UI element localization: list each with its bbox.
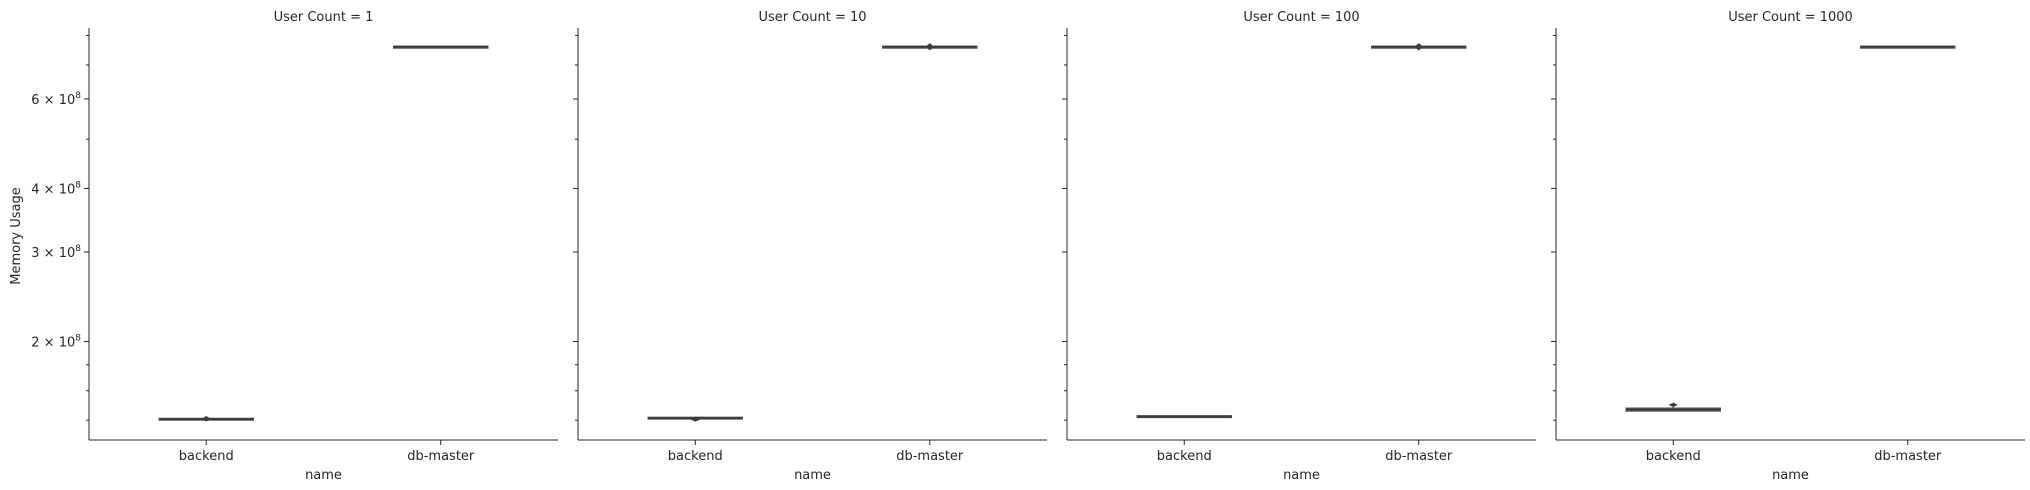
box-db-master xyxy=(393,45,489,49)
x-axis-label: name xyxy=(305,468,342,483)
panel-title: User Count = 1 xyxy=(274,10,374,25)
panel-title: User Count = 10 xyxy=(758,10,866,25)
panel-1: User Count = 1 2 × 108 3 × 108 4 × 108 6 × 1… xyxy=(31,10,558,483)
box-backend xyxy=(647,416,743,422)
box-backend xyxy=(158,415,254,422)
panel-title: User Count = 1000 xyxy=(1728,10,1853,25)
x-tick-label: backend xyxy=(1157,449,1212,464)
panel-4: User Count = 1000 backend db-master name xyxy=(1551,10,2025,483)
box-db-master xyxy=(1371,43,1467,51)
y-tick-label: 3 × 108 xyxy=(31,244,81,261)
x-tick-label: db-master xyxy=(407,449,475,464)
y-tick-label: 2 × 108 xyxy=(31,333,81,350)
x-axis-label: name xyxy=(794,468,831,483)
x-axis-label: name xyxy=(1772,468,1809,483)
box-backend xyxy=(1136,415,1232,419)
panel-title: User Count = 100 xyxy=(1243,10,1359,25)
y-tick-label: 6 × 108 xyxy=(31,91,81,108)
box-backend xyxy=(1625,402,1721,412)
outlier-marker xyxy=(1414,43,1424,51)
y-tick-label: 4 × 108 xyxy=(31,180,81,197)
panel-2: User Count = 10 backend db-master name xyxy=(573,10,1047,483)
box-db-master xyxy=(882,43,978,51)
box-db-master xyxy=(1860,45,1956,49)
outlier-marker xyxy=(1668,402,1678,407)
x-tick-label: db-master xyxy=(896,449,964,464)
x-tick-label: db-master xyxy=(1385,449,1453,464)
y-axis-label: Memory Usage xyxy=(9,187,24,285)
x-axis-label: name xyxy=(1283,468,1320,483)
outlier-marker xyxy=(201,415,211,422)
x-tick-label: db-master xyxy=(1874,449,1942,464)
outlier-marker xyxy=(690,417,701,422)
x-tick-label: backend xyxy=(668,449,723,464)
outlier-marker xyxy=(925,43,935,51)
x-tick-label: backend xyxy=(1646,449,1701,464)
panel-3: User Count = 100 backend db-master name xyxy=(1062,10,1536,483)
x-tick-label: backend xyxy=(179,449,234,464)
